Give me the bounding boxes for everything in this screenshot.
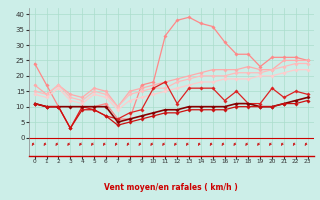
X-axis label: Vent moyen/en rafales ( km/h ): Vent moyen/en rafales ( km/h )	[104, 183, 238, 192]
